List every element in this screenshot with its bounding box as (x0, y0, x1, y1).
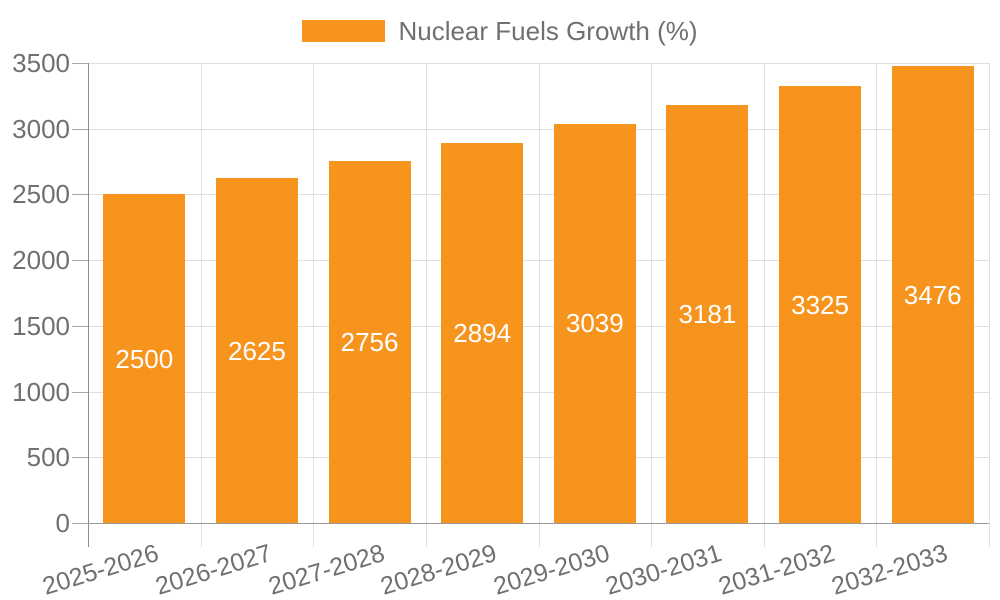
bar-value-label: 3325 (791, 289, 849, 320)
y-tick-label: 500 (26, 442, 70, 473)
x-tick-label: 2029-2030 (490, 539, 613, 600)
x-tick-label: 2026-2027 (152, 539, 275, 600)
x-tick-label: 2027-2028 (264, 539, 388, 600)
x-tick-label: 2030-2031 (602, 539, 726, 600)
y-axis-line (88, 63, 89, 547)
bar-value-label: 2625 (228, 335, 286, 366)
y-axis-tick (72, 523, 88, 524)
y-tick-label: 2500 (12, 179, 70, 210)
bar: 2625 (215, 178, 298, 523)
bar: 3476 (891, 66, 974, 523)
y-axis-tick (72, 128, 88, 130)
x-tick-label: 2031-2032 (715, 539, 838, 600)
y-axis-tick (72, 194, 88, 196)
x-tick-label: 2032-2033 (828, 539, 951, 600)
gridline-vertical (989, 63, 990, 547)
x-tick-label: 2025-2026 (39, 539, 163, 600)
bar: 2756 (328, 160, 411, 523)
bar-value-label: 2500 (115, 343, 174, 374)
gridline-vertical (651, 63, 653, 547)
y-axis-tick (72, 391, 88, 393)
bar-value-label: 2894 (453, 317, 512, 348)
bar-value-label: 3181 (678, 298, 737, 329)
y-axis-tick (72, 63, 88, 64)
bar-value-label: 3039 (565, 308, 624, 339)
y-tick-label: 1000 (12, 376, 70, 407)
bar: 3181 (666, 104, 749, 523)
bar: 3039 (553, 123, 636, 523)
bar: 3325 (779, 86, 862, 523)
gridline-vertical (876, 63, 878, 547)
y-axis-tick (72, 260, 88, 262)
y-tick-label: 0 (55, 508, 70, 538)
gridline-vertical (313, 63, 315, 547)
legend-label: Nuclear Fuels Growth (%) (398, 16, 698, 46)
bar-value-label: 3476 (903, 279, 962, 310)
chart-legend: Nuclear Fuels Growth (%) (0, 16, 1000, 46)
x-axis-baseline (88, 523, 989, 524)
bar: 2500 (103, 194, 186, 523)
bar-value-label: 2756 (340, 326, 399, 357)
y-axis-tick (72, 325, 88, 327)
gridline-vertical (200, 63, 202, 547)
y-tick-label: 3000 (12, 113, 70, 144)
y-tick-label: 1500 (12, 310, 70, 341)
y-axis-tick (72, 457, 88, 459)
gridline-vertical (538, 63, 540, 547)
y-tick-label: 3500 (12, 48, 70, 78)
y-tick-label: 2000 (12, 245, 70, 276)
x-tick-label: 2028-2029 (377, 539, 501, 600)
legend-swatch (302, 20, 386, 42)
bar: 2894 (441, 142, 524, 523)
gridline-vertical (425, 63, 427, 547)
gridline-vertical (763, 63, 765, 547)
